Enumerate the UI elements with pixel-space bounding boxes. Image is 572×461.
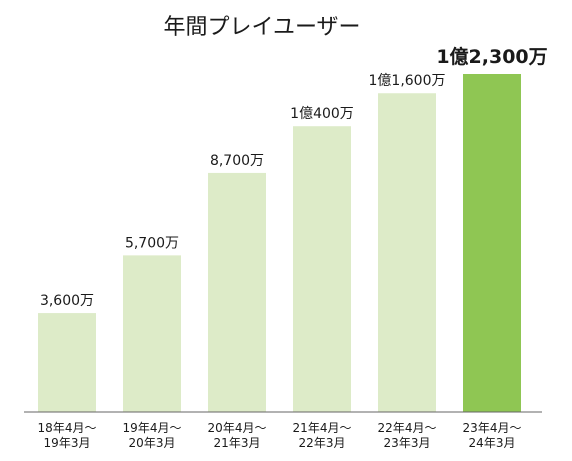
x-tick-label-4: 21年4月～ 22年3月 <box>293 421 352 450</box>
x-tick-label-6: 23年4月～ 24年3月 <box>463 421 522 450</box>
x-tick-line-2-1: 19年4月～ <box>123 421 182 435</box>
bar-6 <box>463 74 521 412</box>
x-tick-line-4-2: 22年3月 <box>299 436 346 450</box>
x-tick-line-5-1: 22年4月～ <box>378 421 437 435</box>
value-label-2: 5,700万 <box>125 235 179 251</box>
x-tick-label-5: 22年4月～ 23年3月 <box>378 421 437 450</box>
x-tick-line-1-1: 18年4月～ <box>38 421 97 435</box>
x-tick-line-2-2: 20年3月 <box>129 436 176 450</box>
bar-1 <box>38 313 96 412</box>
x-tick-label-2: 19年4月～ 20年3月 <box>123 421 182 450</box>
chart-title: 年間プレイユーザー <box>163 15 360 40</box>
value-labels-group: 3,600万 5,700万 8,700万 1億400万 1億1,600万 1億2,300万 <box>40 45 548 309</box>
x-tick-label-3: 20年4月～ 21年3月 <box>208 421 267 450</box>
value-label-3: 8,700万 <box>210 153 264 169</box>
value-label-5: 1億1,600万 <box>369 73 446 89</box>
x-tick-line-5-2: 23年3月 <box>384 436 431 450</box>
bar-5 <box>378 93 436 412</box>
value-label-4: 1億400万 <box>290 106 354 122</box>
bar-2 <box>123 255 181 412</box>
x-tick-line-3-2: 21年3月 <box>214 436 261 450</box>
x-tick-line-4-1: 21年4月～ <box>293 421 352 435</box>
bar-3 <box>208 172 266 412</box>
x-tick-label-1: 18年4月～ 19年3月 <box>38 421 97 450</box>
x-tick-line-6-1: 23年4月～ <box>463 421 522 435</box>
x-tick-line-3-1: 20年4月～ <box>208 421 267 435</box>
x-tick-line-1-2: 19年3月 <box>44 436 91 450</box>
bars-group <box>38 74 521 413</box>
value-label-1: 3,600万 <box>40 293 94 309</box>
x-tick-line-6-2: 24年3月 <box>469 436 516 450</box>
value-label-6: 1億2,300万 <box>436 45 547 68</box>
bar-4 <box>293 126 351 413</box>
